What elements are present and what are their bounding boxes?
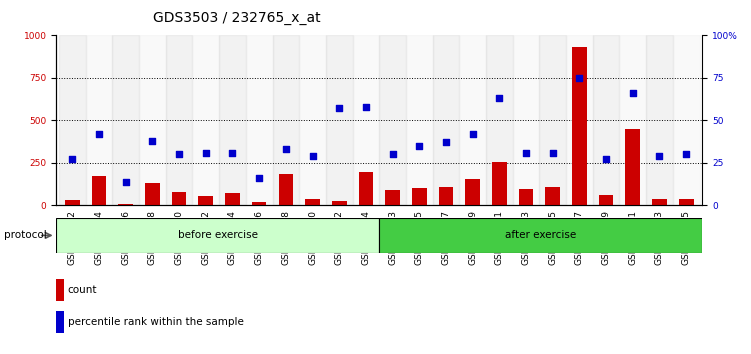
Text: percentile rank within the sample: percentile rank within the sample [68, 317, 243, 327]
Bar [599, 195, 614, 205]
Bar [513, 35, 539, 205]
Bar [59, 35, 86, 205]
Point [653, 153, 665, 159]
Bar [56, 218, 379, 253]
Point [520, 150, 532, 155]
Point [253, 175, 265, 181]
Bar [225, 193, 240, 205]
Bar [119, 204, 133, 205]
Bar [626, 129, 640, 205]
Point [227, 150, 239, 155]
Bar [299, 35, 326, 205]
Point [200, 150, 212, 155]
Bar [86, 35, 113, 205]
Text: GDS3503 / 232765_x_at: GDS3503 / 232765_x_at [153, 11, 321, 25]
Bar [406, 35, 433, 205]
Point [466, 131, 478, 137]
Bar [56, 279, 65, 301]
Bar [166, 35, 192, 205]
Bar [113, 35, 139, 205]
Point [600, 156, 612, 162]
Point [440, 139, 452, 145]
Bar [433, 35, 460, 205]
Bar [246, 35, 273, 205]
Text: protocol: protocol [4, 230, 47, 240]
Bar [198, 196, 213, 205]
Bar [566, 35, 593, 205]
Point [280, 147, 292, 152]
Point [547, 150, 559, 155]
Bar [192, 35, 219, 205]
Bar [332, 201, 346, 205]
Text: count: count [68, 285, 97, 296]
Bar [273, 35, 299, 205]
Bar [572, 47, 587, 205]
Bar [385, 190, 400, 205]
Bar [646, 35, 673, 205]
Bar [679, 199, 693, 205]
Bar [460, 35, 486, 205]
Bar [486, 35, 513, 205]
Point [574, 75, 586, 81]
Bar [439, 187, 454, 205]
Bar [412, 188, 427, 205]
Point [627, 90, 639, 96]
Bar [219, 35, 246, 205]
Bar [379, 218, 702, 253]
Point [680, 152, 692, 157]
Point [413, 143, 425, 149]
Point [493, 96, 505, 101]
Bar [620, 35, 646, 205]
Bar [358, 172, 373, 205]
Bar [56, 311, 65, 333]
Bar [519, 189, 533, 205]
Point [333, 105, 345, 111]
Text: before exercise: before exercise [178, 230, 258, 240]
Bar [593, 35, 620, 205]
Bar [65, 200, 80, 205]
Bar [673, 35, 699, 205]
Point [387, 152, 399, 157]
Point [360, 104, 372, 110]
Bar [352, 35, 379, 205]
Bar [305, 199, 320, 205]
Bar [145, 183, 160, 205]
Point [119, 179, 131, 184]
Bar [139, 35, 166, 205]
Text: after exercise: after exercise [505, 230, 576, 240]
Bar [545, 188, 560, 205]
Bar [172, 192, 186, 205]
Point [93, 131, 105, 137]
Bar [466, 179, 480, 205]
Point [66, 156, 78, 162]
Bar [492, 162, 507, 205]
Point [306, 153, 318, 159]
Bar [539, 35, 566, 205]
Bar [92, 176, 107, 205]
Bar [652, 199, 667, 205]
Bar [252, 202, 267, 205]
Point [173, 152, 185, 157]
Bar [379, 35, 406, 205]
Point [146, 138, 158, 144]
Bar [326, 35, 352, 205]
Bar [279, 174, 293, 205]
